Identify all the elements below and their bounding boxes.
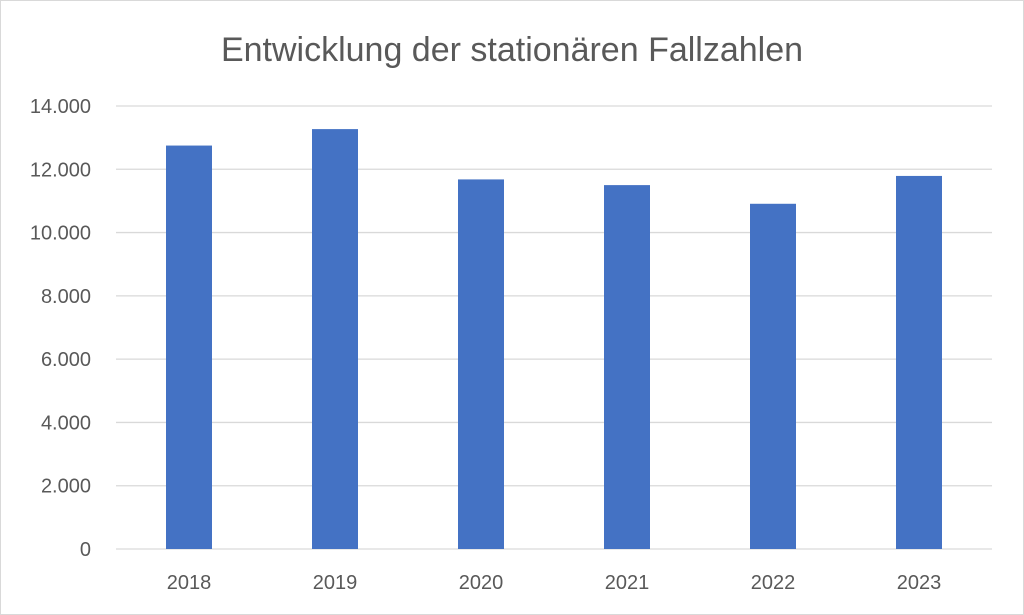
- y-axis-ticks: 0 2.000 4.000 6.000 8.000 10.000 12.000 14.000: [30, 96, 91, 561]
- bars: [166, 129, 942, 549]
- y-tick-label: 8.000: [41, 286, 91, 308]
- bar-2020: [458, 179, 504, 549]
- x-tick-label: 2021: [605, 572, 650, 594]
- x-tick-label: 2022: [751, 572, 796, 594]
- chart-title: Entwicklung der stationären Fallzahlen: [221, 31, 803, 69]
- y-tick-label: 0: [80, 539, 91, 561]
- y-tick-label: 4.000: [41, 412, 91, 434]
- y-tick-label: 14.000: [30, 96, 91, 118]
- y-tick-label: 2.000: [41, 476, 91, 498]
- x-tick-label: 2020: [459, 572, 504, 594]
- y-tick-label: 10.000: [30, 223, 91, 245]
- x-tick-label: 2023: [897, 572, 942, 594]
- bar-2019: [312, 129, 358, 549]
- bar-2022: [750, 203, 796, 549]
- y-tick-label: 12.000: [30, 159, 91, 181]
- y-tick-label: 6.000: [41, 349, 91, 371]
- x-axis-ticks: 2018 2019 2020 2021 2022 2023: [167, 572, 942, 594]
- x-tick-label: 2018: [167, 572, 212, 594]
- gridlines: [116, 105, 992, 550]
- bar-2018: [166, 145, 212, 549]
- x-tick-label: 2019: [313, 572, 358, 594]
- bar-2021: [604, 185, 650, 549]
- bar-2023: [896, 175, 942, 549]
